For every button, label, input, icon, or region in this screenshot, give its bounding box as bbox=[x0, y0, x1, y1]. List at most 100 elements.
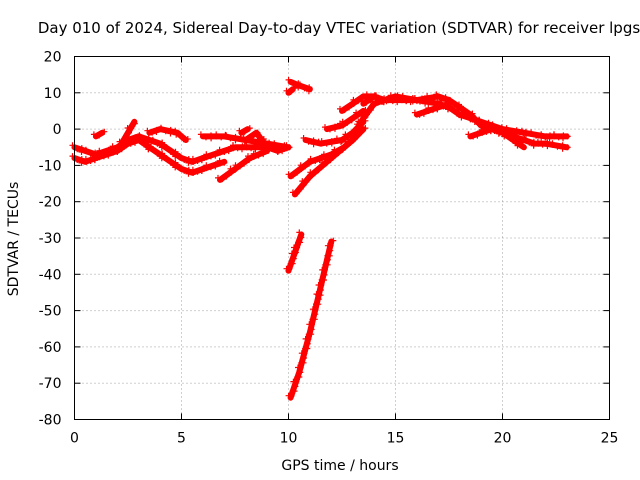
y-tick-label: 10 bbox=[44, 86, 62, 102]
y-tick-label: -10 bbox=[39, 158, 62, 174]
series-track-16 bbox=[337, 91, 380, 114]
data-point bbox=[208, 135, 215, 142]
data-point bbox=[564, 133, 571, 140]
x-tick-label: 20 bbox=[494, 431, 512, 447]
data-point bbox=[339, 147, 346, 154]
data-point bbox=[343, 143, 350, 149]
data-point bbox=[194, 158, 201, 164]
data-point bbox=[413, 98, 420, 105]
data-point bbox=[207, 164, 214, 171]
data-point bbox=[239, 146, 245, 153]
data-point bbox=[330, 237, 337, 244]
data-point bbox=[443, 102, 450, 109]
data-point bbox=[347, 140, 354, 146]
y-tick-label: -20 bbox=[39, 195, 62, 211]
data-point bbox=[293, 190, 300, 197]
data-point bbox=[433, 91, 440, 98]
data-point bbox=[315, 167, 322, 174]
data-point bbox=[424, 93, 431, 99]
data-point bbox=[90, 131, 97, 138]
data-point bbox=[309, 316, 316, 323]
data-point bbox=[176, 131, 183, 138]
data-point bbox=[122, 134, 129, 141]
data-point bbox=[127, 140, 134, 147]
data-point bbox=[252, 146, 259, 153]
data-point bbox=[318, 276, 325, 283]
x-tick-label: 0 bbox=[70, 431, 79, 447]
data-point bbox=[438, 100, 445, 107]
data-point bbox=[315, 292, 322, 299]
data-point bbox=[353, 109, 360, 116]
data-point bbox=[203, 134, 209, 141]
data-point bbox=[313, 301, 319, 308]
data-point bbox=[546, 135, 553, 142]
data-point bbox=[348, 117, 355, 124]
data-point bbox=[518, 142, 525, 149]
x-tick-label: 5 bbox=[177, 431, 186, 447]
data-point bbox=[555, 134, 562, 141]
data-point bbox=[361, 115, 368, 122]
data-point bbox=[91, 157, 98, 164]
data-point bbox=[333, 135, 340, 142]
data-point bbox=[218, 134, 225, 141]
x-tick-label: 10 bbox=[280, 431, 298, 447]
data-point bbox=[324, 252, 331, 259]
data-point bbox=[289, 189, 296, 196]
data-point bbox=[144, 127, 151, 134]
data-point bbox=[286, 144, 293, 151]
data-point bbox=[320, 151, 327, 158]
data-point bbox=[312, 306, 319, 313]
data-point bbox=[221, 148, 228, 155]
data-point bbox=[358, 129, 365, 136]
series-track-9 bbox=[236, 125, 253, 136]
data-point bbox=[172, 127, 179, 134]
data-point bbox=[120, 138, 127, 145]
data-point bbox=[474, 132, 481, 139]
data-point bbox=[227, 165, 234, 172]
data-point bbox=[300, 135, 307, 141]
data-point bbox=[449, 105, 456, 112]
y-tick-label: -50 bbox=[39, 304, 62, 320]
data-point bbox=[308, 326, 315, 333]
data-point bbox=[448, 99, 454, 106]
data-point bbox=[505, 133, 512, 140]
data-point bbox=[219, 176, 226, 183]
data-series bbox=[69, 76, 571, 401]
data-point bbox=[301, 85, 308, 92]
series-track-15 bbox=[322, 106, 369, 133]
data-point bbox=[230, 142, 236, 149]
data-point bbox=[286, 265, 293, 272]
data-point bbox=[530, 142, 537, 149]
series-track-21 bbox=[283, 229, 305, 274]
data-point bbox=[236, 127, 243, 134]
data-point bbox=[181, 167, 188, 174]
data-point bbox=[293, 169, 300, 176]
data-point bbox=[176, 153, 183, 160]
data-point bbox=[300, 182, 307, 189]
data-point bbox=[271, 140, 278, 147]
data-point bbox=[298, 234, 305, 241]
data-point bbox=[465, 131, 472, 138]
data-point bbox=[305, 331, 312, 338]
series-track-5 bbox=[144, 124, 191, 143]
data-point bbox=[212, 163, 219, 170]
data-point bbox=[518, 127, 525, 134]
data-point bbox=[503, 125, 510, 132]
y-tick-label: -30 bbox=[39, 231, 62, 247]
data-point bbox=[215, 174, 221, 181]
data-point bbox=[470, 133, 477, 140]
data-point bbox=[287, 260, 294, 267]
data-point bbox=[132, 139, 138, 146]
data-point bbox=[460, 105, 466, 112]
data-point bbox=[542, 134, 549, 141]
data-point bbox=[549, 140, 556, 147]
data-point bbox=[293, 378, 300, 385]
y-tick-label: 20 bbox=[44, 50, 62, 66]
data-point bbox=[163, 155, 170, 161]
series-track-20 bbox=[465, 125, 527, 151]
series-track-4 bbox=[116, 118, 138, 147]
data-point bbox=[321, 266, 328, 273]
data-point bbox=[184, 136, 191, 142]
data-point bbox=[356, 123, 363, 129]
data-point bbox=[294, 244, 301, 251]
